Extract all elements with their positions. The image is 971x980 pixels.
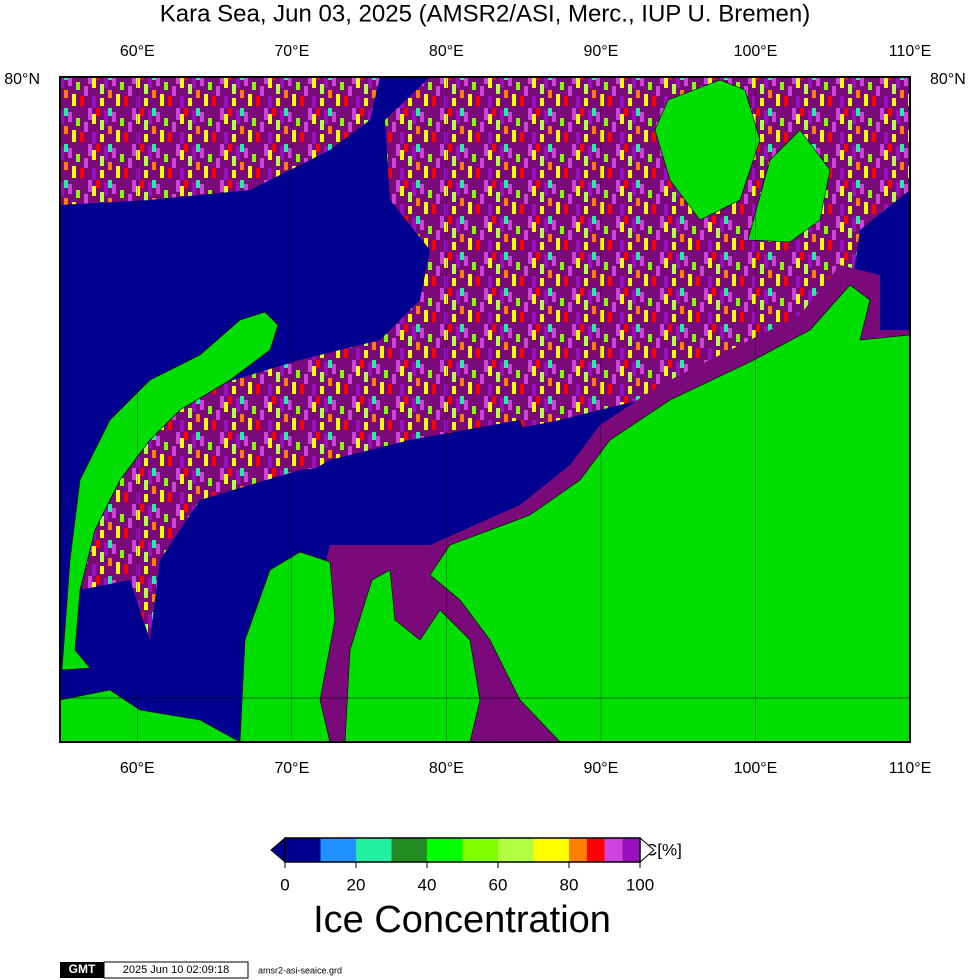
colorbar-segment	[622, 838, 640, 862]
lon-label: 100°E	[734, 760, 778, 777]
colorbar-title: Ice Concentration	[313, 899, 611, 941]
logo-box	[60, 962, 104, 978]
ice-region	[60, 77, 380, 205]
open-water	[260, 420, 540, 520]
lon-label: 110°E	[889, 760, 932, 777]
map: 80°N 80°N	[4, 71, 966, 743]
timestamp-box	[103, 961, 249, 979]
colorbar-tick-label: 60	[489, 875, 508, 894]
lon-label: 90°E	[583, 43, 618, 60]
file-name: amsr2-asi-seaice.grd	[258, 965, 342, 975]
lon-label: 70°E	[274, 760, 309, 777]
land	[239, 551, 336, 743]
colorbar-tick-label: 40	[418, 875, 437, 894]
lon-label: 90°E	[583, 760, 618, 777]
colorbar: C[%] Ice Concentration 0 20 40 60 80 100	[270, 836, 682, 941]
title: Kara Sea, Jun 03, 2025 (AMSR2/ASI, Merc.…	[160, 0, 811, 27]
timestamp: 2025 Jun 10 02:09:18	[123, 964, 229, 976]
lon-label: 60°E	[120, 760, 155, 777]
logo: GMT	[69, 962, 96, 976]
colorbar-frame	[284, 837, 641, 863]
footer: GMT 2025 Jun 10 02:09:18 amsr2-asi-seaic…	[60, 961, 342, 979]
ice-region	[75, 77, 910, 660]
colorbar-segment	[427, 838, 463, 862]
map-frame	[59, 76, 911, 743]
colorbar-tick-label: 80	[560, 875, 579, 894]
colorbar-tick-label: 20	[347, 875, 366, 894]
lon-label: 80°E	[429, 43, 464, 60]
colorbar-segment	[604, 838, 623, 862]
lon-label: 100°E	[734, 43, 778, 60]
lon-label: 110°E	[889, 43, 932, 60]
land	[654, 79, 761, 221]
land	[429, 284, 911, 743]
colorbar-unit: C[%]	[645, 840, 682, 859]
colorbar-segment	[391, 838, 427, 862]
colorbar-segment	[462, 838, 498, 862]
land	[61, 311, 279, 671]
lat-label: 80°N	[930, 71, 966, 88]
lon-label: 80°E	[429, 760, 464, 777]
lon-label: 70°E	[274, 43, 309, 60]
colorbar-segment	[356, 838, 392, 862]
land	[747, 129, 831, 243]
colorbar-segment	[498, 838, 534, 862]
colorbar-segment	[586, 838, 605, 862]
colorbar-tick-label: 0	[280, 875, 289, 894]
colorbar-segment	[320, 838, 356, 862]
colorbar-segment	[285, 838, 321, 862]
colorbar-segment	[569, 838, 587, 862]
lat-label: 80°N	[4, 71, 40, 88]
open-water	[80, 580, 150, 670]
lon-label: 60°E	[120, 43, 155, 60]
colorbar-arrow	[270, 836, 286, 864]
colorbar-segment	[533, 838, 569, 862]
colorbar-tick-label: 100	[626, 875, 654, 894]
